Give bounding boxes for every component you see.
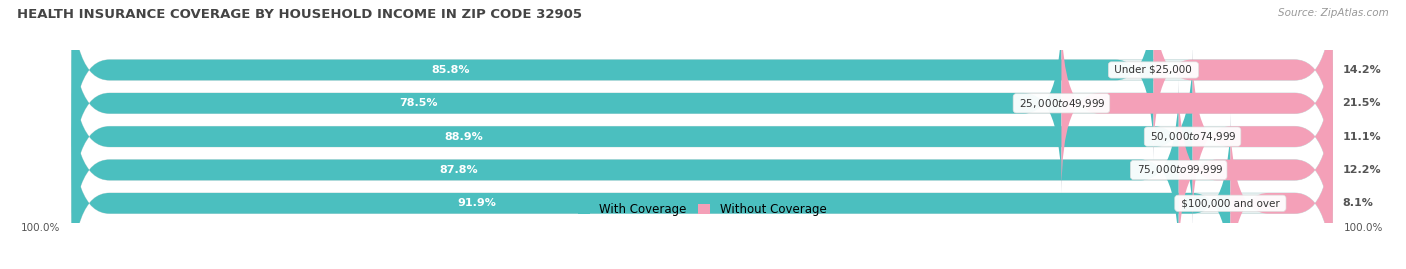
FancyBboxPatch shape: [72, 114, 1230, 269]
FancyBboxPatch shape: [72, 80, 1333, 260]
Text: 11.1%: 11.1%: [1343, 132, 1381, 141]
Text: Under $25,000: Under $25,000: [1112, 65, 1195, 75]
Text: 85.8%: 85.8%: [432, 65, 470, 75]
FancyBboxPatch shape: [1153, 0, 1333, 160]
FancyBboxPatch shape: [72, 14, 1333, 193]
FancyBboxPatch shape: [72, 14, 1062, 193]
FancyBboxPatch shape: [72, 47, 1333, 226]
Text: $50,000 to $74,999: $50,000 to $74,999: [1147, 130, 1237, 143]
FancyBboxPatch shape: [72, 80, 1178, 260]
Text: 21.5%: 21.5%: [1343, 98, 1381, 108]
Text: 100.0%: 100.0%: [1344, 223, 1384, 233]
Text: 88.9%: 88.9%: [444, 132, 484, 141]
Text: $75,000 to $99,999: $75,000 to $99,999: [1133, 164, 1223, 176]
Text: HEALTH INSURANCE COVERAGE BY HOUSEHOLD INCOME IN ZIP CODE 32905: HEALTH INSURANCE COVERAGE BY HOUSEHOLD I…: [17, 8, 582, 21]
FancyBboxPatch shape: [1230, 114, 1333, 269]
Text: 14.2%: 14.2%: [1343, 65, 1381, 75]
FancyBboxPatch shape: [1178, 80, 1333, 260]
Legend: With Coverage, Without Coverage: With Coverage, Without Coverage: [574, 199, 831, 221]
Text: 91.9%: 91.9%: [458, 198, 496, 208]
FancyBboxPatch shape: [1062, 14, 1333, 193]
Text: 78.5%: 78.5%: [399, 98, 437, 108]
FancyBboxPatch shape: [72, 47, 1192, 226]
Text: $100,000 and over: $100,000 and over: [1178, 198, 1282, 208]
FancyBboxPatch shape: [72, 0, 1333, 160]
Text: 87.8%: 87.8%: [440, 165, 478, 175]
Text: 12.2%: 12.2%: [1343, 165, 1381, 175]
FancyBboxPatch shape: [1192, 47, 1333, 226]
FancyBboxPatch shape: [72, 0, 1153, 160]
Text: Source: ZipAtlas.com: Source: ZipAtlas.com: [1278, 8, 1389, 18]
Text: 100.0%: 100.0%: [21, 223, 60, 233]
FancyBboxPatch shape: [72, 114, 1333, 269]
Text: $25,000 to $49,999: $25,000 to $49,999: [1017, 97, 1107, 110]
Text: 8.1%: 8.1%: [1343, 198, 1374, 208]
